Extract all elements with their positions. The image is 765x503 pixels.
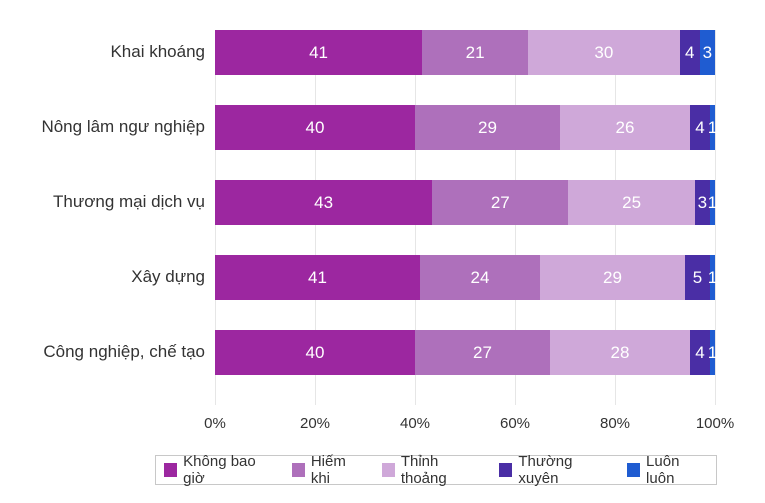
x-tick-label: 0% <box>204 415 226 432</box>
category-label: Công nghiệp, chế tạo <box>43 342 205 362</box>
legend-label: Thỉnh thoảng <box>401 453 483 487</box>
bar-segment: 27 <box>415 330 550 375</box>
bar-segment: 43 <box>215 180 432 225</box>
bar-segment: 27 <box>432 180 568 225</box>
legend-item: Thường xuyên <box>499 453 611 487</box>
bar-row: 41 21 30 4 3 <box>215 30 715 75</box>
bar-segment: 41 <box>215 255 420 300</box>
bar-row: 40 29 26 4 1 <box>215 105 715 150</box>
legend-swatch <box>382 463 395 477</box>
legend-item: Luôn luôn <box>627 453 708 487</box>
x-tick-label: 100% <box>696 415 734 432</box>
bar-segment: 1 <box>710 180 715 225</box>
category-label: Thương mại dịch vụ <box>53 192 205 212</box>
x-tick-label: 60% <box>500 415 530 432</box>
legend-item: Không bao giờ <box>164 453 276 487</box>
bar-row: 41 24 29 5 1 <box>215 255 715 300</box>
bar-segment: 1 <box>710 105 715 150</box>
bar-segment: 1 <box>710 255 715 300</box>
legend-swatch <box>499 463 512 477</box>
bar-segment: 30 <box>528 30 680 75</box>
bar-segment: 4 <box>680 30 700 75</box>
stacked-bar-chart: 41 21 30 4 3 40 29 26 4 1 43 27 25 3 1 4… <box>215 30 715 405</box>
legend-label: Thường xuyên <box>518 453 611 487</box>
bar-segment: 28 <box>550 330 690 375</box>
legend-label: Không bao giờ <box>183 453 275 487</box>
legend-label: Luôn luôn <box>646 453 708 487</box>
bar-segment: 40 <box>215 105 415 150</box>
bar-segment: 40 <box>215 330 415 375</box>
category-label: Nông lâm ngư nghiệp <box>41 117 205 137</box>
category-label: Khai khoáng <box>110 42 205 62</box>
bar-segment: 5 <box>685 255 710 300</box>
bar-segment: 3 <box>700 30 715 75</box>
x-tick-label: 40% <box>400 415 430 432</box>
bar-segment: 26 <box>560 105 690 150</box>
legend-swatch <box>164 463 177 477</box>
legend-item: Hiếm khi <box>292 453 366 487</box>
legend-swatch <box>627 463 640 477</box>
bar-row: 40 27 28 4 1 <box>215 330 715 375</box>
bar-segment: 21 <box>422 30 528 75</box>
bar-segment: 29 <box>415 105 560 150</box>
bar-segment: 25 <box>568 180 694 225</box>
category-label: Xây dựng <box>131 267 205 287</box>
x-tick-label: 20% <box>300 415 330 432</box>
legend-label: Hiếm khi <box>311 453 366 487</box>
bar-segment: 41 <box>215 30 422 75</box>
bar-segment: 1 <box>710 330 715 375</box>
bar-segment: 24 <box>420 255 540 300</box>
bar-row: 43 27 25 3 1 <box>215 180 715 225</box>
bar-segment: 29 <box>540 255 685 300</box>
legend: Không bao giờ Hiếm khi Thỉnh thoảng Thườ… <box>155 455 717 485</box>
legend-swatch <box>292 463 305 477</box>
legend-item: Thỉnh thoảng <box>382 453 484 487</box>
x-tick-label: 80% <box>600 415 630 432</box>
